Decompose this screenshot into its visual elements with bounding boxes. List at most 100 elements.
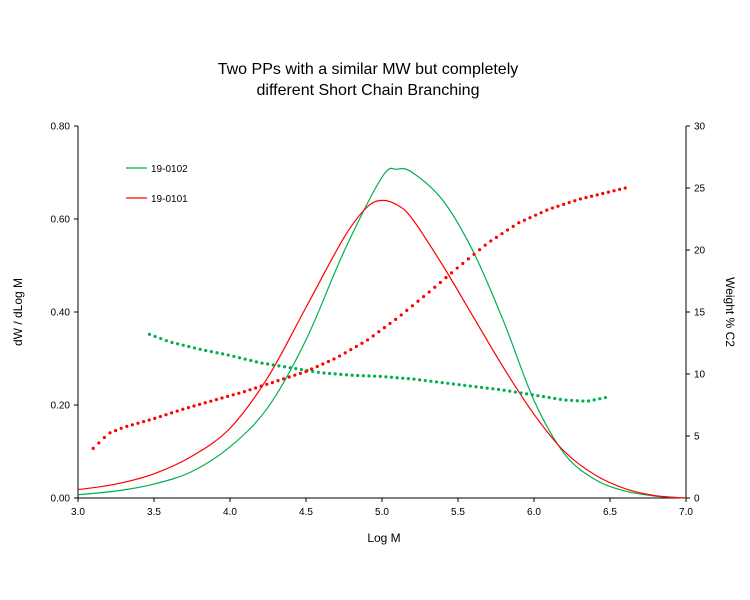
data-point (570, 398, 574, 403)
data-point (237, 391, 241, 395)
data-point (541, 395, 546, 399)
data-point (170, 340, 174, 345)
data-point (513, 390, 517, 394)
data-point (382, 326, 386, 330)
data-point (623, 186, 627, 190)
data-point (528, 216, 532, 220)
data-point (119, 426, 123, 430)
x-tick-label: 5.5 (451, 507, 465, 518)
data-point (332, 357, 336, 361)
data-point (220, 396, 224, 400)
data-point (586, 399, 591, 403)
data-point (395, 376, 399, 380)
data-point (181, 407, 185, 411)
series-layer (77, 167, 687, 499)
data-point (299, 367, 304, 372)
data-point (153, 416, 157, 420)
data-point (294, 367, 298, 371)
y2-tick-label: 10 (694, 370, 706, 381)
data-point (410, 304, 414, 308)
data-point (491, 387, 495, 391)
data-point (170, 411, 174, 415)
data-point (326, 359, 330, 364)
data-point (321, 362, 325, 366)
data-point (438, 280, 442, 285)
data-point (603, 395, 608, 400)
data-point (102, 435, 106, 440)
data-point (175, 409, 179, 413)
data-point (153, 334, 157, 339)
data-point (564, 398, 568, 402)
data-point (203, 401, 207, 405)
data-point (243, 357, 247, 361)
x-tick-label: 4.5 (299, 507, 313, 518)
data-point (451, 382, 456, 386)
data-point (159, 336, 163, 341)
data-point (209, 350, 213, 354)
data-point (192, 404, 196, 408)
data-point (367, 374, 371, 378)
data-point (282, 365, 287, 369)
data-point (389, 375, 394, 379)
data-point (429, 379, 433, 383)
data-point (315, 364, 319, 369)
data-point (277, 364, 281, 368)
data-point (423, 378, 427, 383)
data-point (371, 334, 375, 338)
data-point (242, 389, 246, 394)
data-point (427, 290, 431, 294)
data-point (349, 348, 353, 352)
data-point (175, 342, 180, 346)
data-point (265, 382, 269, 386)
y2-tick-label: 25 (694, 184, 706, 195)
data-point (356, 373, 360, 378)
data-point (186, 405, 190, 410)
data-point (198, 402, 202, 406)
data-point (478, 248, 482, 252)
data-point (142, 420, 146, 424)
data-point (517, 221, 521, 225)
data-point (474, 385, 478, 389)
data-point (558, 397, 563, 401)
legend-label-19-0102: 19-0102 (151, 164, 188, 175)
data-point (260, 361, 264, 365)
data-point (350, 373, 354, 377)
data-point (288, 366, 292, 370)
series-dots-19-0102 (147, 332, 608, 403)
y-tick-label: 0.40 (51, 308, 71, 319)
data-point (547, 395, 551, 400)
data-point (354, 344, 358, 349)
data-point (130, 423, 134, 427)
data-point (271, 363, 275, 367)
data-point (298, 371, 302, 375)
data-point (338, 354, 342, 358)
data-point (215, 351, 219, 355)
data-point (466, 257, 470, 261)
series-line-19-0101 (77, 199, 687, 499)
data-point (536, 394, 540, 398)
data-point (198, 347, 202, 351)
data-point (461, 261, 465, 266)
data-point (214, 397, 218, 402)
data-point (446, 381, 450, 385)
data-point (592, 398, 596, 402)
legend-label-19-0101: 19-0101 (151, 194, 188, 205)
data-point (399, 313, 403, 317)
data-point (125, 424, 129, 429)
y2-tick-label: 20 (694, 246, 706, 257)
data-point (248, 388, 252, 392)
data-point (147, 418, 151, 422)
legend: 19-0102 19-0101 (126, 164, 188, 205)
data-point (553, 396, 557, 401)
data-point (373, 374, 377, 378)
x-tick-label: 6.0 (527, 507, 541, 518)
data-point (598, 397, 602, 401)
data-point (270, 380, 274, 385)
data-point (164, 339, 168, 343)
x-tick-label: 5.0 (375, 507, 389, 518)
data-point (360, 341, 364, 345)
data-point (343, 351, 347, 355)
data-point (254, 386, 258, 390)
data-point (304, 369, 308, 374)
data-point (310, 367, 314, 371)
